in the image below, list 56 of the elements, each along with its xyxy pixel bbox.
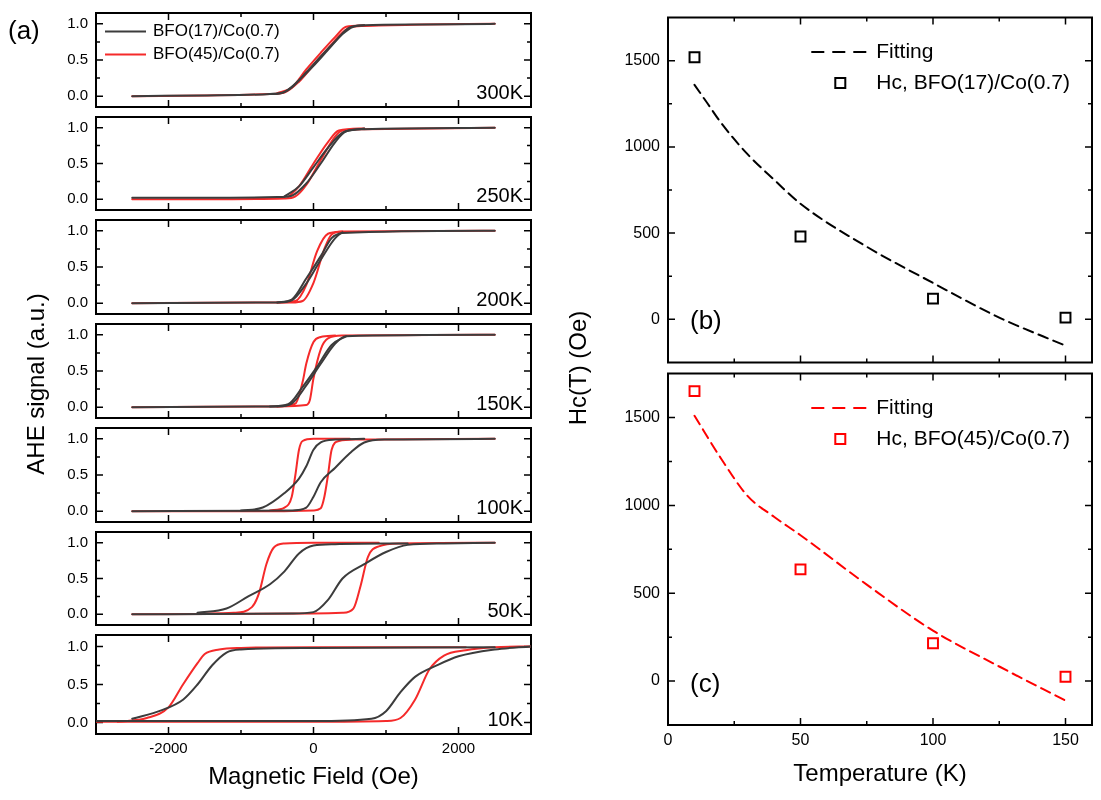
y-tick-label: 0.5 xyxy=(67,361,88,379)
legend-label: Fitting xyxy=(876,394,934,418)
x-tick-label: 2000 xyxy=(441,739,476,757)
y-axis-title: AHE signal (a.u.) xyxy=(22,293,50,475)
y-tick-label: 0.0 xyxy=(67,501,88,519)
y-tick-label: 0 xyxy=(651,309,661,327)
y-tick-label: 1.0 xyxy=(67,220,88,238)
y-tick-label: 1500 xyxy=(624,51,661,69)
y-tick-label: 0.5 xyxy=(67,257,88,275)
y-tick-label: 0.0 xyxy=(67,604,88,622)
x-tick-label: -2000 xyxy=(149,739,188,757)
x-tick-label: 0 xyxy=(309,739,318,757)
y-tick-label: 0.0 xyxy=(67,397,88,415)
annotation: (b) xyxy=(690,305,722,336)
annotation: 250K xyxy=(476,184,524,206)
legend-label: Hc, BFO(17)/Co(0.7) xyxy=(876,69,1071,93)
text: (a) xyxy=(8,15,40,45)
y-tick-label: 1.0 xyxy=(67,324,88,342)
x-tick-label: 150 xyxy=(1052,731,1079,749)
x-tick-label: 100 xyxy=(919,731,947,749)
y-tick-label: 0.0 xyxy=(67,86,88,104)
x-tick-label: 0 xyxy=(663,731,673,749)
y-tick-label: 1.0 xyxy=(67,117,88,135)
y-tick-label: 1000 xyxy=(624,495,661,513)
y-tick-label: 1500 xyxy=(624,407,661,425)
annotation: 10K xyxy=(487,708,524,730)
y-tick-label: 0 xyxy=(651,671,661,689)
legend-label: BFO(45)/Co(0.7) xyxy=(153,44,280,64)
y-tick-label: 1.0 xyxy=(67,428,88,446)
legend-label: BFO(17)/Co(0.7) xyxy=(153,21,280,41)
legend-label: Hc, BFO(45)/Co(0.7) xyxy=(876,425,1071,449)
annotation: 50K xyxy=(487,599,524,621)
annotation: 150K xyxy=(476,392,524,414)
y-tick-label: 500 xyxy=(633,223,661,241)
y-axis-title: Hc(T) (Oe) xyxy=(564,310,592,426)
x-tick-label: 50 xyxy=(791,731,810,749)
x-axis-title: Magnetic Field (Oe) xyxy=(208,762,419,790)
y-tick-label: 0.5 xyxy=(67,465,88,483)
y-tick-label: 0.0 xyxy=(67,189,88,207)
x-axis-title: Temperature (K) xyxy=(793,759,967,787)
y-tick-label: 0.5 xyxy=(67,153,88,171)
y-tick-label: 500 xyxy=(633,583,661,601)
y-tick-label: 1000 xyxy=(624,137,661,155)
y-tick-label: 0.0 xyxy=(67,712,88,730)
y-tick-label: 0.5 xyxy=(67,50,88,68)
y-tick-label: 0.5 xyxy=(67,674,88,692)
legend-label: Fitting xyxy=(876,38,934,62)
annotation: 200K xyxy=(476,288,524,310)
annotation: 100K xyxy=(476,496,524,518)
y-tick-label: 1.0 xyxy=(67,13,88,31)
y-tick-label: 1.0 xyxy=(67,532,88,550)
annotation: 300K xyxy=(476,81,524,103)
annotation: (c) xyxy=(690,668,721,698)
y-tick-label: 1.0 xyxy=(67,636,88,654)
y-tick-label: 0.0 xyxy=(67,293,88,311)
y-tick-label: 0.5 xyxy=(67,568,88,586)
